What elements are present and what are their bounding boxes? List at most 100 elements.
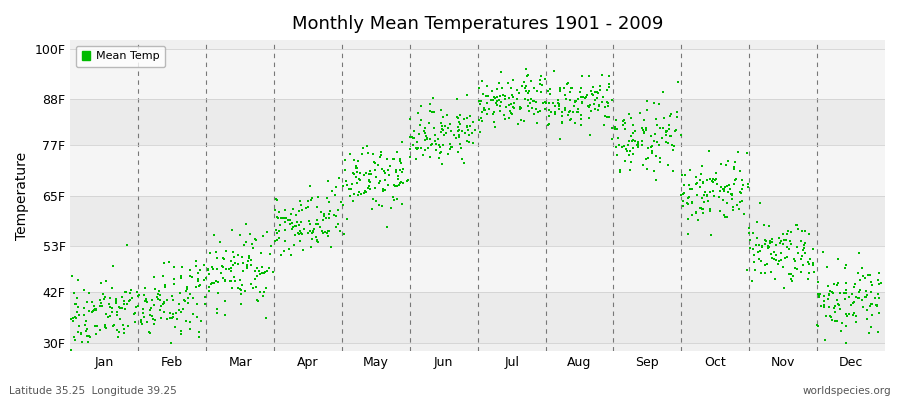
Point <box>391 176 405 182</box>
Point <box>250 273 265 280</box>
Text: Latitude 35.25  Longitude 39.25: Latitude 35.25 Longitude 39.25 <box>9 386 176 396</box>
Point <box>487 94 501 100</box>
Point <box>310 237 324 243</box>
Point <box>167 276 182 282</box>
Point <box>413 122 428 128</box>
Point <box>372 180 386 186</box>
Point <box>272 209 286 216</box>
Point <box>364 206 379 212</box>
Point <box>618 158 633 164</box>
Point <box>839 310 853 317</box>
Point <box>660 128 674 134</box>
Point <box>166 296 181 303</box>
Point <box>574 116 589 122</box>
Legend: Mean Temp: Mean Temp <box>76 46 166 67</box>
Point <box>374 149 388 155</box>
Point <box>592 87 607 93</box>
Point <box>553 136 567 142</box>
Point <box>104 313 118 320</box>
Point <box>443 121 457 127</box>
Point <box>648 177 662 183</box>
Point <box>179 318 194 324</box>
Point <box>428 138 443 144</box>
Point <box>109 296 123 303</box>
Point <box>390 183 404 189</box>
Point <box>546 67 561 74</box>
Point <box>698 199 712 205</box>
Point <box>551 100 565 106</box>
Point <box>323 244 338 250</box>
Point <box>259 229 274 235</box>
Point <box>767 249 781 255</box>
Point <box>846 300 860 306</box>
Point <box>347 157 362 164</box>
Point <box>450 96 464 102</box>
Point <box>788 258 802 264</box>
Point <box>830 282 844 288</box>
Point <box>806 261 820 267</box>
Point <box>191 278 205 284</box>
Point <box>416 152 430 158</box>
Point <box>218 298 232 304</box>
Point <box>769 251 783 258</box>
Point <box>151 291 166 298</box>
Point <box>387 156 401 162</box>
Point <box>258 315 273 322</box>
Point <box>477 106 491 113</box>
Point <box>481 110 495 117</box>
Point <box>590 95 605 101</box>
Point <box>521 72 535 78</box>
Point <box>783 276 797 282</box>
Point <box>503 85 517 91</box>
Point <box>71 276 86 283</box>
Point <box>673 192 688 198</box>
Point <box>136 310 150 316</box>
Point <box>685 186 699 192</box>
Point <box>505 110 519 117</box>
Point <box>685 199 699 205</box>
Point <box>692 177 706 183</box>
Point <box>588 89 602 96</box>
Point <box>475 118 490 124</box>
Point <box>652 141 667 148</box>
Point <box>451 148 465 155</box>
Point <box>225 226 239 233</box>
Point <box>762 240 777 246</box>
Point <box>375 166 390 172</box>
Point <box>758 270 772 276</box>
Point <box>644 143 659 149</box>
Point <box>864 289 878 295</box>
Point <box>191 270 205 276</box>
Point <box>436 142 451 148</box>
Point <box>578 95 592 101</box>
Point <box>433 150 447 156</box>
Point <box>255 264 269 270</box>
Point <box>81 332 95 339</box>
Point <box>713 208 727 214</box>
Point <box>794 268 808 275</box>
Point <box>378 176 392 183</box>
Point <box>666 168 680 174</box>
Point <box>226 262 240 269</box>
Point <box>817 298 832 304</box>
Point <box>373 153 387 160</box>
Point <box>242 253 256 259</box>
Point <box>309 233 323 240</box>
Point <box>840 312 854 319</box>
Point <box>555 119 570 125</box>
Point <box>827 305 842 311</box>
Point <box>165 293 179 299</box>
Point <box>719 200 733 207</box>
Point <box>137 314 151 320</box>
Point <box>821 283 835 290</box>
Point <box>462 127 476 133</box>
Point <box>428 132 443 138</box>
Point <box>183 273 197 279</box>
Point <box>206 280 220 286</box>
Point <box>321 232 336 239</box>
Point <box>135 321 149 327</box>
Point <box>623 148 637 154</box>
Point <box>642 145 656 152</box>
Point <box>391 173 405 180</box>
Point <box>235 254 249 260</box>
